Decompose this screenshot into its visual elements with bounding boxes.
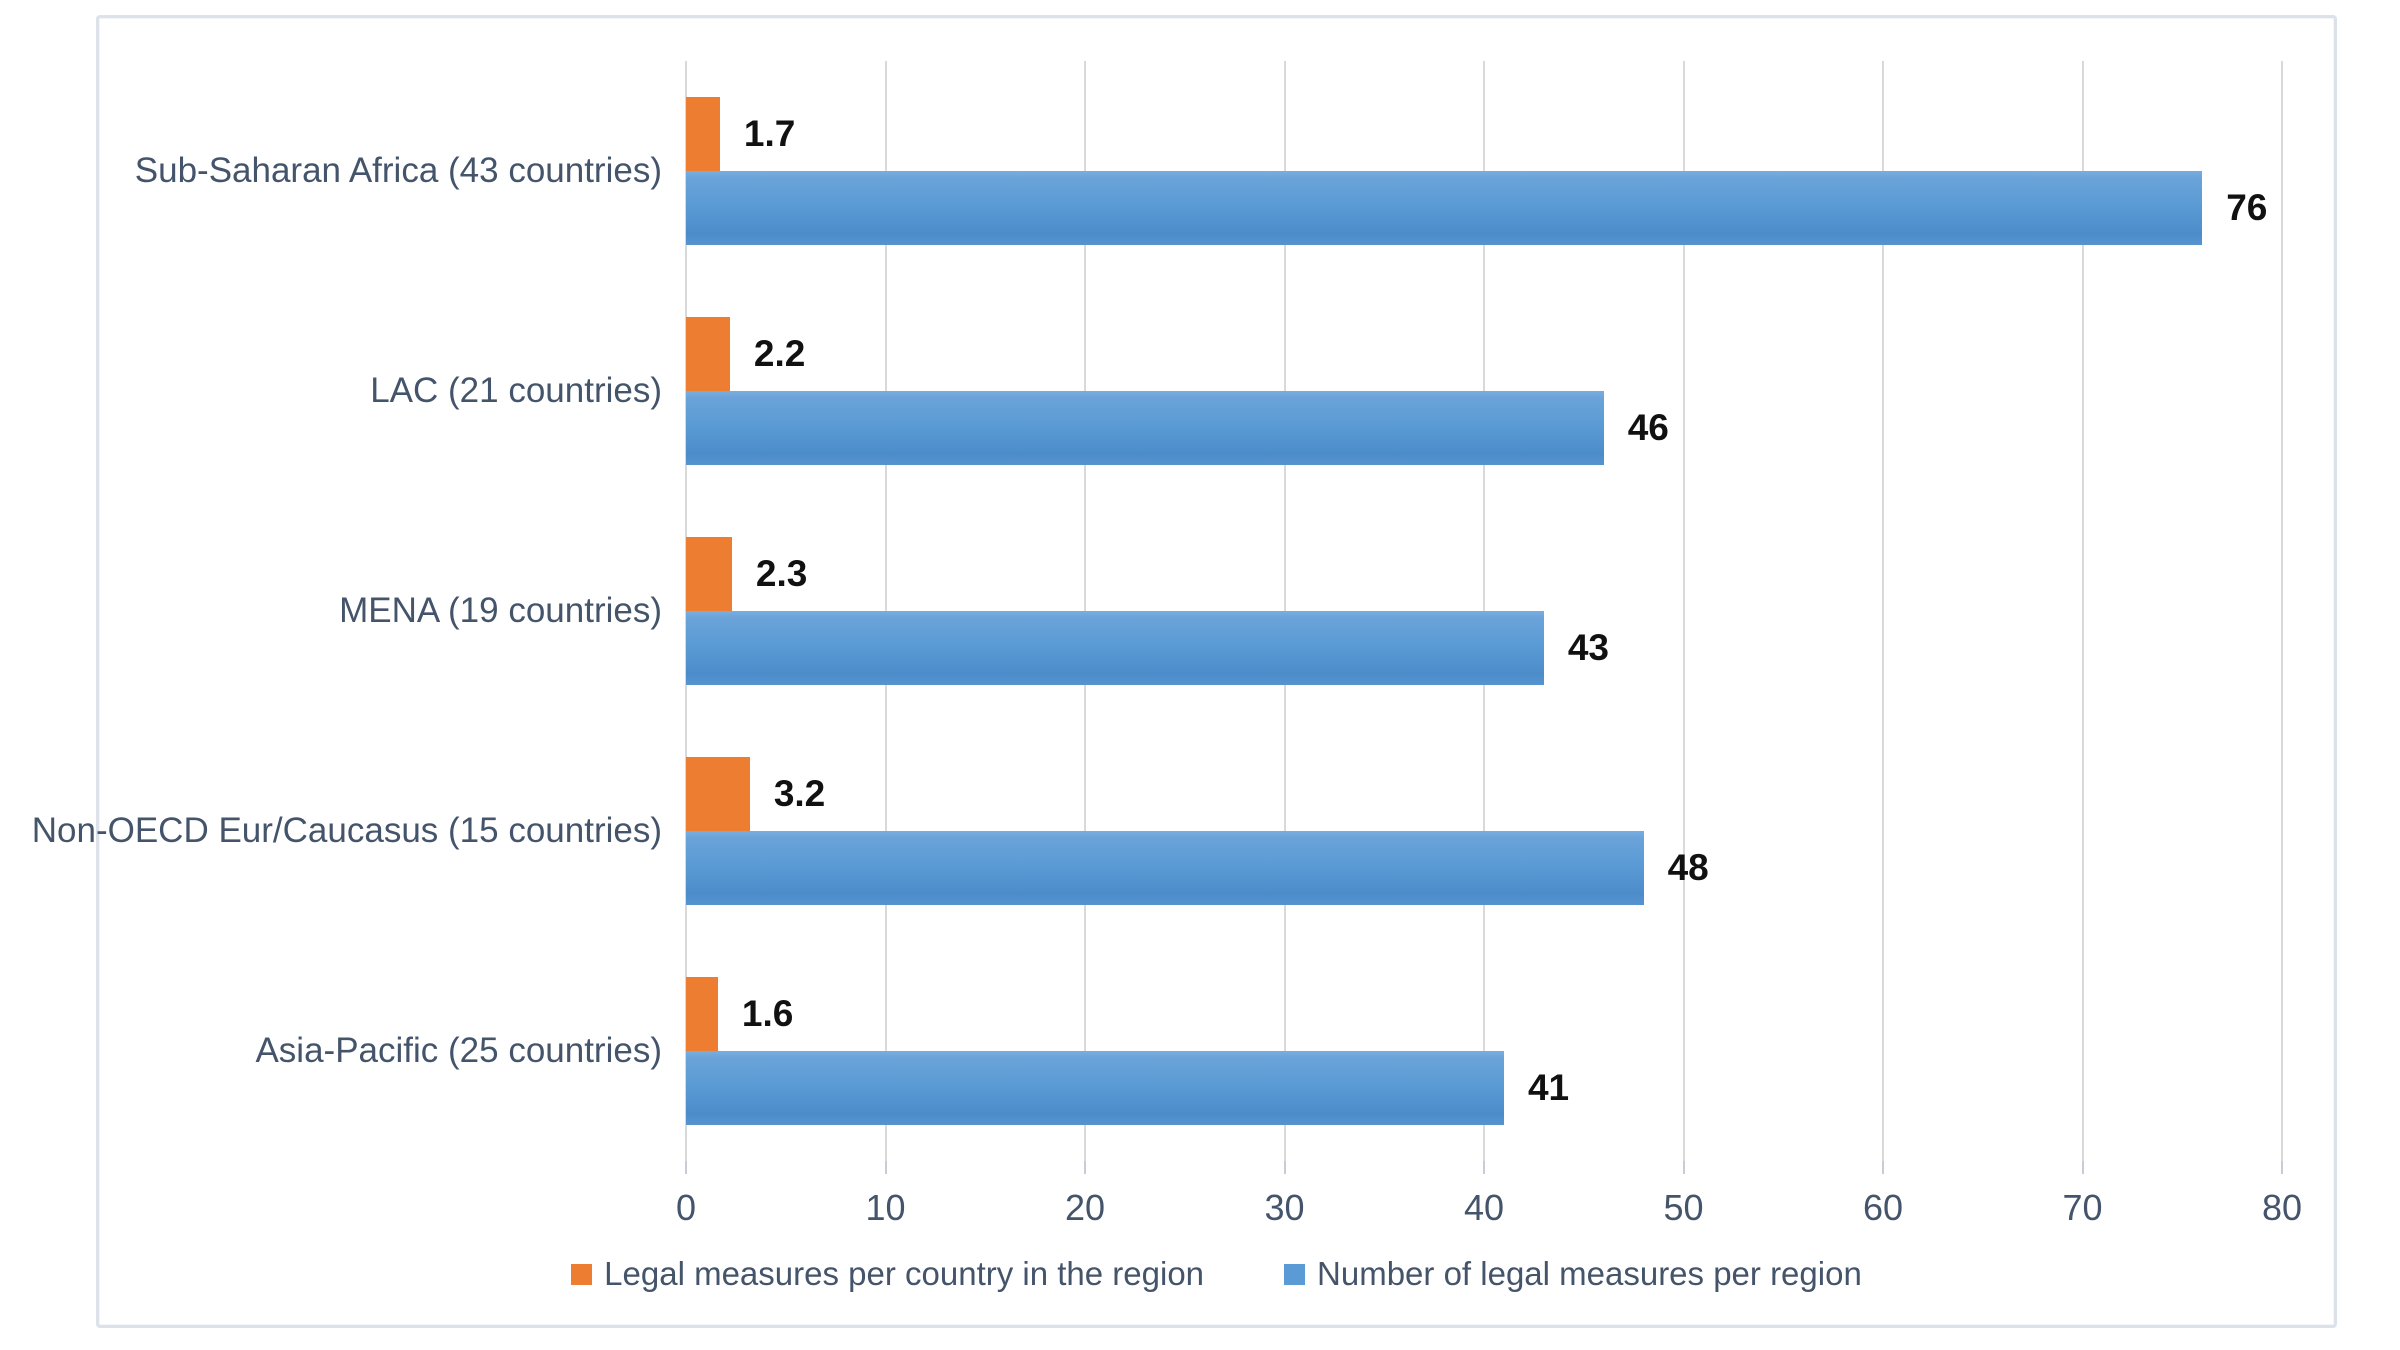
x-axis-tick xyxy=(2081,1161,2084,1174)
category-label: Non-OECD Eur/Caucasus (15 countries) xyxy=(31,811,662,850)
bar xyxy=(686,977,718,1051)
data-label: 1.6 xyxy=(741,993,794,1034)
x-axis-tick xyxy=(1882,1161,1884,1174)
data-label: 2.2 xyxy=(753,333,806,374)
data-label: 48 xyxy=(1667,847,1709,888)
category-label: MENA (19 countries) xyxy=(339,591,662,630)
bar xyxy=(686,611,1544,685)
category-label: Sub-Saharan Africa (43 countries) xyxy=(134,151,662,190)
data-label: 43 xyxy=(1567,627,1609,668)
legend: Legal measures per country in the region… xyxy=(99,1255,2334,1293)
bar xyxy=(686,391,1604,465)
data-label: 3.2 xyxy=(773,773,826,814)
x-tick-label: 20 xyxy=(1064,1187,1106,1228)
legend-marker-blue-icon xyxy=(1284,1263,1306,1285)
x-tick-label: 40 xyxy=(1463,1187,1505,1228)
legend-item: Legal measures per country in the region xyxy=(571,1255,1204,1293)
x-axis-tick xyxy=(1084,1161,1086,1174)
x-tick-label: 60 xyxy=(1862,1187,1904,1228)
gridline xyxy=(1682,61,1685,1161)
x-tick-label: 70 xyxy=(2062,1187,2103,1228)
bar xyxy=(686,171,2203,245)
bar xyxy=(686,1051,1504,1125)
x-axis-tick xyxy=(685,1161,687,1174)
bar xyxy=(686,757,750,831)
x-tick-label: 0 xyxy=(675,1187,697,1228)
data-label: 46 xyxy=(1627,407,1669,448)
x-tick-label: 50 xyxy=(1663,1187,1704,1228)
legend-label: Number of legal measures per region xyxy=(1317,1255,1862,1292)
data-label: 41 xyxy=(1527,1067,1570,1108)
gridline xyxy=(2281,61,2283,1161)
x-axis-tick xyxy=(1682,1161,1685,1174)
x-tick-label: 10 xyxy=(865,1187,906,1228)
legend-marker-orange-icon xyxy=(571,1263,593,1285)
x-axis-tick xyxy=(1483,1161,1485,1174)
data-label: 76 xyxy=(2226,187,2268,228)
plot-area: 1.7 76 2.2 46 2.3 43 3.2 48 1.6 41 xyxy=(685,61,2283,1161)
x-axis-tick xyxy=(1283,1161,1286,1174)
gridline xyxy=(2081,61,2084,1161)
data-label: 2.3 xyxy=(755,553,808,594)
legend-label: Legal measures per country in the region xyxy=(604,1255,1205,1292)
bar xyxy=(686,537,732,611)
legend-item: Number of legal measures per region xyxy=(1284,1255,1862,1293)
gridline xyxy=(1882,61,1884,1161)
bar xyxy=(686,317,730,391)
x-tick-label: 80 xyxy=(2261,1187,2303,1228)
chart-area: 1.7 76 2.2 46 2.3 43 3.2 48 1.6 41 Legal measures… xyxy=(32,15,2337,1328)
category-label: Asia-Pacific (25 countries) xyxy=(255,1031,662,1070)
x-tick-label: 30 xyxy=(1264,1187,1305,1228)
category-label: LAC (21 countries) xyxy=(370,371,662,410)
bar xyxy=(686,831,1644,905)
x-axis-tick xyxy=(2281,1161,2283,1174)
bar xyxy=(686,97,720,171)
x-axis-tick xyxy=(884,1161,887,1174)
data-label: 1.7 xyxy=(743,113,796,154)
